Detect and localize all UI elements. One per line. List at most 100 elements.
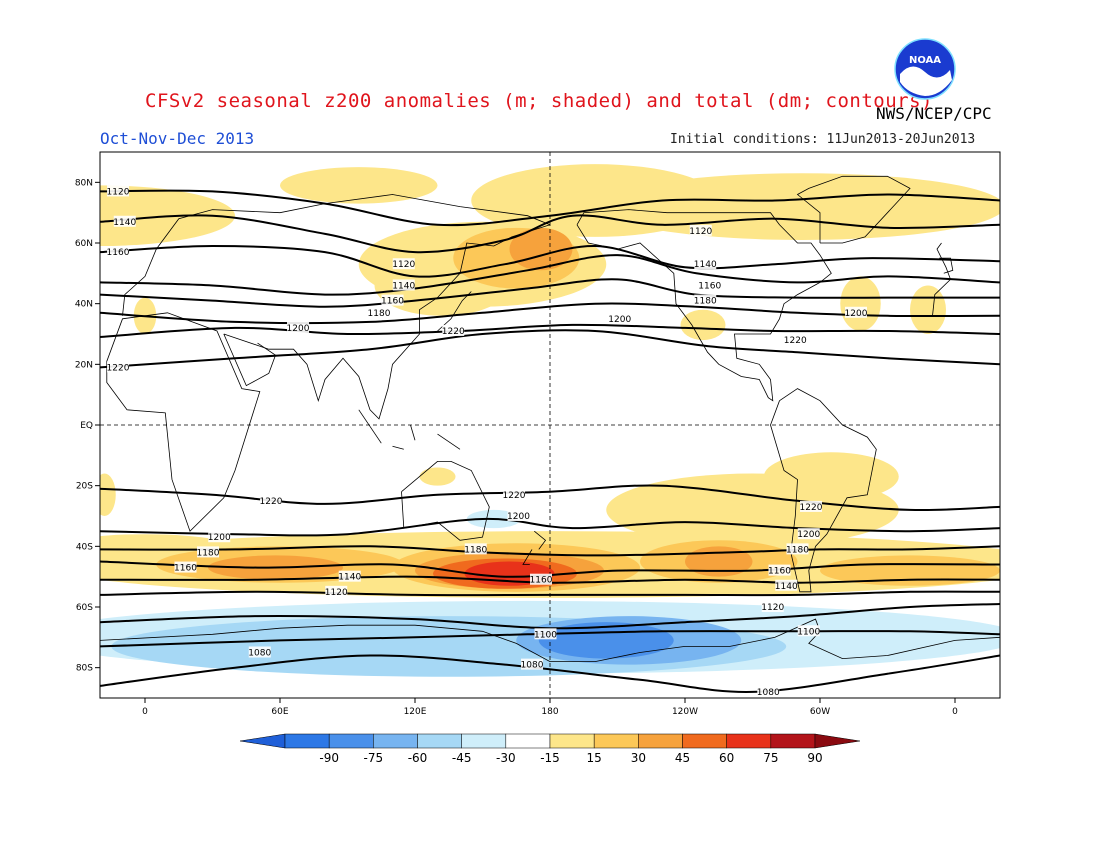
height-contours [100,189,1000,693]
contour-label-text: 1080 [521,661,544,671]
contour-label: 1140 [392,279,415,291]
lat-tick-label: EQ [80,421,93,431]
lon-tick-label: 120E [404,707,427,717]
contour-label: 1180 [197,546,220,558]
anomaly-patch [100,473,116,516]
coastline [410,424,416,441]
contour-label-text: 1120 [325,588,348,598]
contour-label-text: 1080 [248,649,271,659]
colorbar-swatch [726,733,772,749]
contour-label-text: 1160 [698,281,721,291]
height-contour [100,560,1000,578]
contour-label-text: 1220 [800,503,823,513]
contour-label: 1100 [797,625,820,637]
colorbar-swatch [417,733,462,749]
agency-label: NWS/NCEP/CPC [876,104,992,123]
contour-label: 1160 [530,573,553,586]
contour-label-text: 1140 [775,582,798,592]
contour-label: 1200 [608,312,631,325]
contour-label-text: 1200 [287,324,310,334]
colorbar-label: -45 [452,751,472,765]
coastline [106,312,261,532]
colorbar-swatch [593,733,639,749]
colorbar-swatch [284,733,330,749]
contour-label-text: 1200 [797,530,820,540]
contour-label: 1220 [442,324,465,337]
contour-label: 1120 [392,258,415,270]
contour-label-text: 1140 [338,573,361,583]
contour-label: 1200 [287,321,310,334]
contour-label: 1160 [174,561,197,574]
lon-tick-label: 120W [672,707,698,717]
height-contour [100,545,1000,557]
colorbar-swatch [505,733,551,749]
coastline [223,333,276,387]
anomaly-patch [840,276,881,331]
contour-label-text: 1200 [845,309,868,319]
contour-label: 1140 [113,215,136,228]
anomaly-patch [595,188,753,225]
contour-label: 1200 [797,528,820,540]
contour-label-text: 1220 [503,491,526,501]
coastline [122,194,551,316]
contour-label-text: 1220 [442,327,465,337]
colorbar-label: 45 [675,751,690,765]
coastlines [100,175,1000,662]
lon-tick-label: 60W [810,707,830,717]
lat-tick-label: 40S [76,542,93,552]
colorbar-swatch [373,733,418,749]
season-label: Oct-Nov-Dec 2013 [100,129,255,148]
colorbar-swatch [328,733,374,749]
colorbar-swatch [461,733,507,749]
contour-label: 1160 [768,564,791,577]
height-contour [100,484,1000,512]
contour-label: 1160 [107,246,130,258]
contour-label: 1220 [260,494,283,507]
contour-label: 1100 [534,628,557,640]
contour-label: 1180 [694,294,717,307]
contour-label: 1120 [761,601,784,613]
contour-label-text: 1180 [464,545,487,555]
anomaly-patch [763,452,899,501]
contour-label-text: 1100 [534,630,557,640]
contour-label-text: 1160 [174,564,197,574]
longitude-axis: 0 60E 120E 180 120W 60W 0 [142,698,958,717]
contour-label: 1120 [689,224,712,237]
contour-label-text: 1120 [107,187,130,197]
contour-label: 1140 [338,570,361,583]
colorbar-label: 90 [807,751,822,765]
contour-label-text: 1160 [107,248,130,258]
contour-label-text: 1180 [694,297,717,307]
contour-label: 1160 [381,294,404,307]
lon-tick-label: 0 [142,707,148,717]
coastline [392,445,404,450]
latitude-axis: 80N 60N 40N 20N EQ 20S 40S 60S 80S [75,178,100,674]
lat-tick-label: 80S [76,664,93,674]
colorbar-max-arrow [814,733,861,749]
colorbar-min-arrow [239,733,286,749]
height-contour [100,244,1000,278]
colorbar-swatch [770,733,816,749]
anomaly-patch [280,167,438,204]
contour-label: 1200 [507,510,530,522]
colorbar-label: 75 [763,751,778,765]
coastline [358,409,382,444]
coastline [770,388,877,593]
contour-label: 1200 [208,531,231,543]
height-contour [100,654,1000,693]
height-contour [100,323,1000,338]
contour-label: 1180 [464,543,487,555]
coastline [437,433,461,450]
contour-label: 1080 [521,658,544,671]
lat-tick-label: 20N [75,360,93,370]
contour-label-text: 1120 [761,603,784,613]
anomaly-patch [680,309,726,341]
lon-tick-label: 0 [952,707,958,717]
noaa-logo-text: NOAA [909,55,941,66]
contour-label: 1220 [800,500,823,513]
contour-label-text: 1100 [797,627,820,637]
colorbar-label: -75 [364,751,384,765]
contour-label: 1180 [786,543,809,555]
